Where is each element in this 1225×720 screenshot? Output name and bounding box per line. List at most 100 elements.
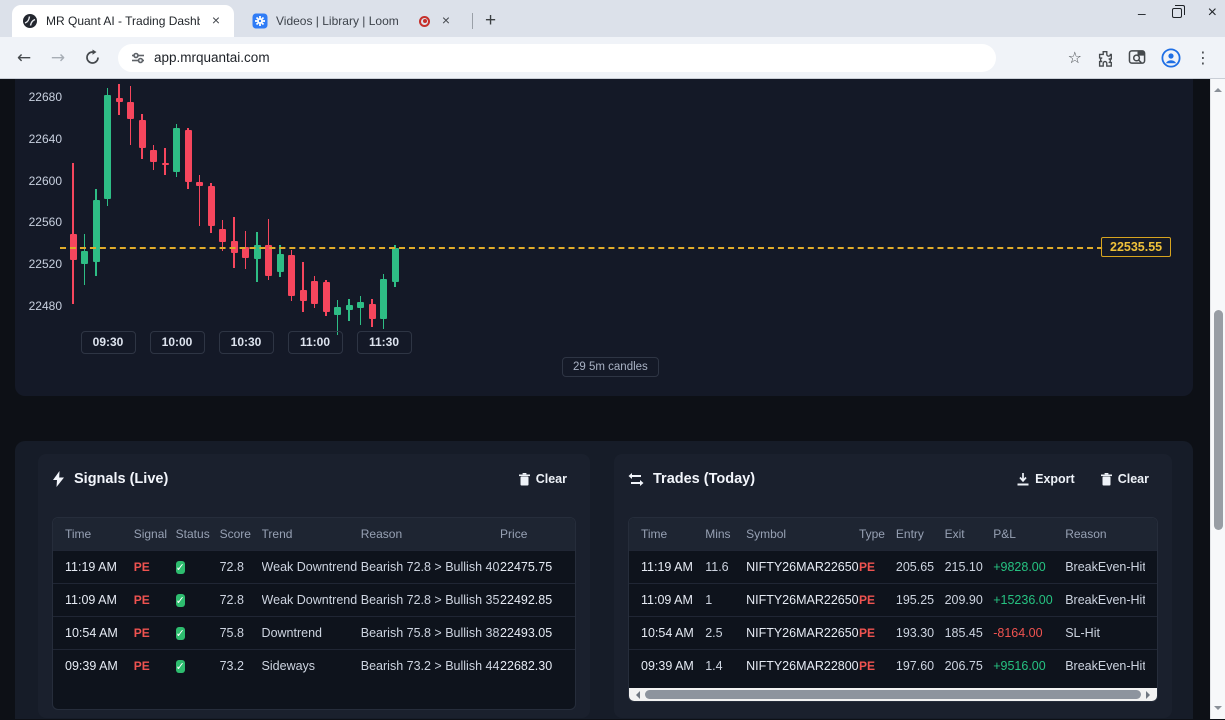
status-check-icon: ✓ [175, 626, 185, 640]
candle-count-badge: 29 5m candles [562, 357, 659, 377]
cell-type: PE [858, 593, 875, 607]
cell-pnl: +9516.00 [993, 659, 1046, 673]
page-vertical-scrollbar[interactable] [1210, 79, 1225, 719]
minimize-button[interactable]: – [1137, 5, 1146, 21]
cell-pnl: -8164.00 [993, 626, 1043, 640]
signals-clear-button[interactable]: Clear [510, 466, 576, 492]
candle-wick [359, 295, 362, 325]
tab-title: Videos | Library | Loom [276, 14, 399, 28]
trades-row: 10:54 AM 2.5 NIFTY26MAR22650 PE 193.30 185.45… [629, 616, 1157, 649]
forward-button[interactable]: → [50, 47, 66, 68]
restore-button[interactable] [1171, 5, 1185, 20]
bookmark-star-icon[interactable]: ☆ [1067, 48, 1082, 67]
cell-mins: 11.6 [705, 560, 729, 574]
y-axis-tick: 22640 [28, 131, 62, 146]
cell-time: 11:09 AM [65, 593, 117, 607]
cell-status: ✓ [175, 560, 220, 575]
cell-status: ✓ [175, 626, 220, 641]
horizontal-scroll-thumb[interactable] [645, 690, 1141, 699]
tab-close-icon[interactable]: × [211, 12, 221, 28]
cell-entry: 205.65 [895, 560, 935, 574]
trades-horizontal-scrollbar[interactable] [629, 688, 1157, 701]
trash-icon [518, 472, 530, 486]
x-axis-tick: 11:30 [356, 331, 412, 354]
cell-price: 22475.75 [500, 560, 553, 574]
candle-body [150, 150, 157, 162]
extensions-puzzle-icon[interactable] [1096, 49, 1114, 67]
signals-row: 10:54 AM PE ✓ 75.8 Downtrend Bearish 75.8 > B… [53, 616, 575, 649]
candle-body [357, 301, 364, 309]
cell-exit: 206.75 [944, 659, 983, 673]
candle-body [242, 247, 249, 258]
cell-time: 11:09 AM [641, 593, 693, 607]
scroll-up-arrow-icon[interactable] [1214, 84, 1222, 92]
cell-trend: Weak Downtrend [261, 560, 358, 574]
candle-body [380, 278, 387, 319]
scroll-right-arrow-icon[interactable] [1146, 690, 1154, 699]
cell-pnl: +9828.00 [993, 560, 1046, 574]
trades-clear-button[interactable]: Clear [1092, 466, 1158, 492]
cell-score: 72.8 [219, 593, 244, 607]
signals-table-header: Time Signal Status Score Trend Reason Pr… [53, 518, 575, 550]
cell-symbol: NIFTY26MAR22650 [746, 560, 859, 574]
search-tabs-icon[interactable] [1128, 49, 1147, 66]
last-price-label: 22535.55 [1101, 236, 1172, 257]
tune-icon[interactable] [130, 50, 146, 66]
cell-trend: Downtrend [261, 626, 322, 640]
site-favicon-globe-icon [22, 13, 38, 29]
cell-trend: Sideways [261, 659, 316, 673]
profile-avatar-icon[interactable] [1161, 47, 1181, 68]
close-window-button[interactable]: × [1207, 4, 1217, 21]
candle-wick [72, 162, 74, 304]
cell-score: 73.2 [219, 659, 244, 673]
candle-body [104, 94, 111, 200]
status-check-icon: ✓ [175, 659, 185, 673]
trades-panel: Trades (Today) Export Clear [614, 454, 1172, 718]
swap-arrows-icon [628, 472, 644, 486]
cell-symbol: NIFTY26MAR22650 [746, 626, 859, 640]
extension-gear-favicon-icon [252, 13, 268, 29]
candle-body [173, 128, 180, 173]
trades-row: 09:39 AM 1.4 NIFTY26MAR22800 PE 197.60 206.75… [629, 649, 1157, 682]
new-tab-button[interactable]: + [485, 10, 497, 31]
cell-exit: 215.10 [944, 560, 983, 574]
y-axis-tick: 22560 [28, 215, 62, 230]
candle-wick [302, 262, 304, 313]
browser-toolbar: ← → app.mrquantai.com ☆ ⋮ [0, 37, 1225, 79]
candle-wick [164, 148, 166, 176]
cell-entry: 193.30 [895, 626, 935, 640]
tab-trading-dashboard[interactable]: MR Quant AI - Trading Dashbo × [12, 5, 234, 37]
reload-button[interactable] [78, 49, 106, 66]
candle-body [322, 281, 330, 313]
trades-row: 11:09 AM 1 NIFTY26MAR22650 PE 195.25 209.90 +1… [629, 583, 1157, 616]
cell-type: PE [858, 659, 875, 673]
trades-title: Trades (Today) [653, 471, 756, 487]
tab-close-icon[interactable]: × [441, 12, 451, 28]
cell-status: ✓ [175, 593, 220, 608]
scroll-left-arrow-icon[interactable] [632, 690, 640, 699]
address-bar[interactable]: app.mrquantai.com [118, 43, 996, 72]
tab-loom-library[interactable]: Videos | Library | Loom × [242, 5, 464, 37]
cell-mins: 1 [705, 593, 713, 607]
cell-signal: PE [133, 560, 150, 574]
trades-export-button[interactable]: Export [1008, 466, 1084, 492]
last-price-line [60, 246, 1103, 249]
menu-dots-icon[interactable]: ⋮ [1195, 48, 1211, 67]
cell-entry: 197.60 [895, 659, 935, 673]
vertical-scroll-thumb[interactable] [1214, 310, 1223, 530]
candle-body [265, 245, 272, 276]
cell-score: 75.8 [219, 626, 244, 640]
cell-signal: PE [133, 593, 150, 607]
url-text[interactable]: app.mrquantai.com [154, 50, 270, 65]
candle-body [253, 245, 261, 259]
restore-icon [1171, 5, 1185, 18]
candle-body [219, 228, 226, 243]
candle-body [288, 254, 295, 296]
tables-section-card: Signals (Live) Clear Time Signal Status … [15, 441, 1193, 719]
scroll-down-arrow-icon[interactable] [1214, 706, 1222, 714]
cell-reason: BreakEven-Hit [1065, 659, 1145, 673]
cell-price: 22682.30 [500, 659, 553, 673]
candle-body [391, 247, 399, 282]
cell-mins: 2.5 [705, 626, 723, 640]
back-button[interactable]: ← [16, 47, 32, 68]
